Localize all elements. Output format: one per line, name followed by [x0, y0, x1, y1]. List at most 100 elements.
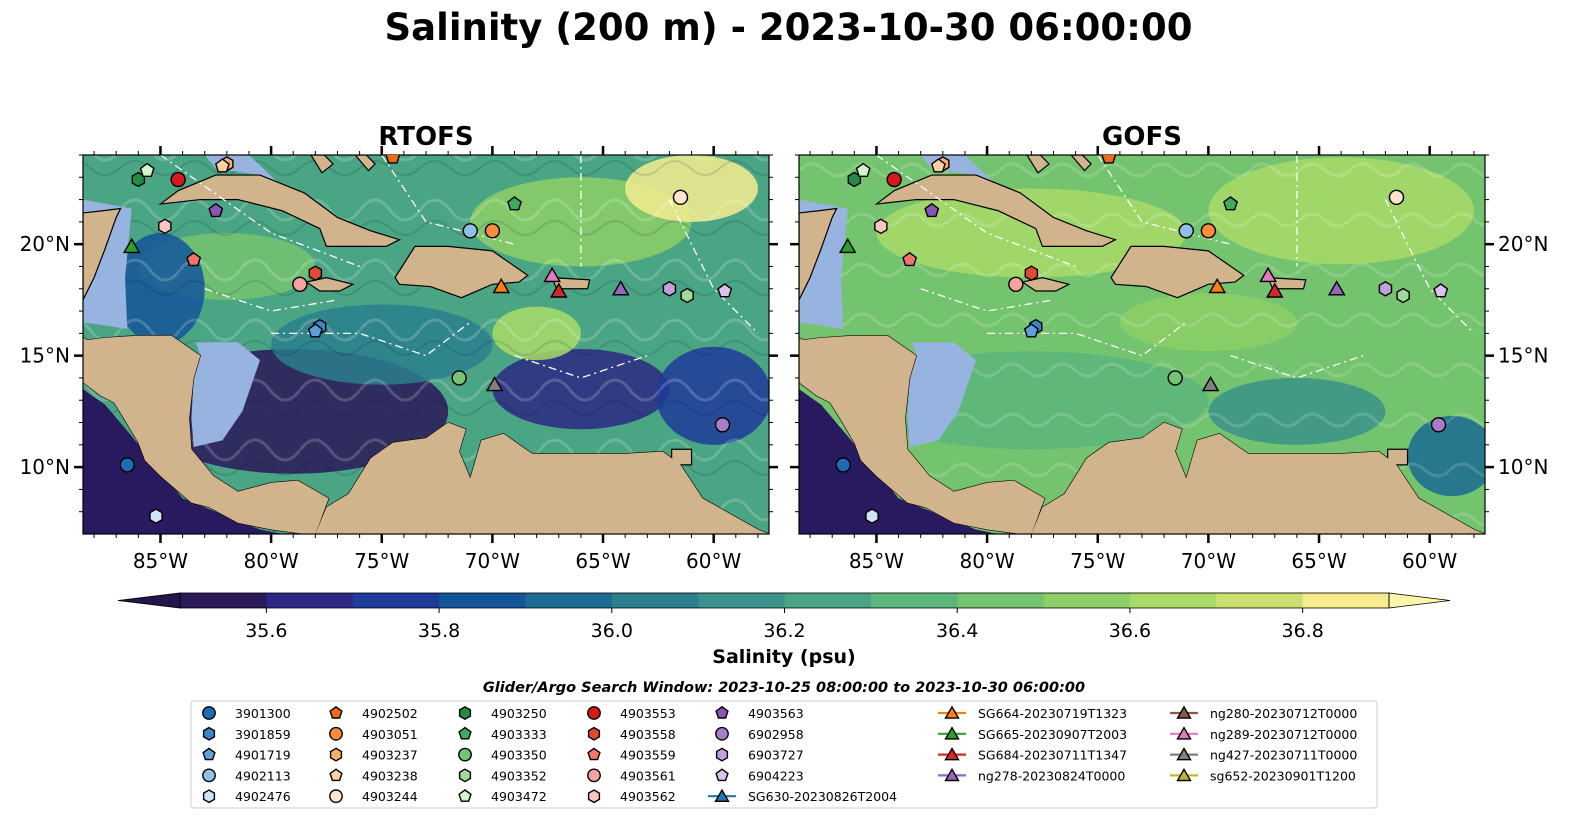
argo-float-marker: [307, 323, 323, 338]
glider-marker: [492, 277, 511, 294]
land: [1026, 155, 1050, 174]
y-tick-label: 20°N: [20, 232, 70, 256]
argo-float-marker: [186, 251, 202, 267]
colorbar-tick-label: 36.2: [763, 620, 805, 642]
glider-marker: [485, 375, 504, 392]
legend-marker: [587, 706, 601, 720]
x-tick-label: 75°W: [1070, 549, 1125, 573]
argo-float-marker: [924, 202, 940, 218]
legend-label: 4903558: [620, 727, 676, 742]
land: [83, 335, 329, 534]
argo-float-marker: [1430, 417, 1447, 433]
glider-marker: [122, 237, 141, 254]
legend-marker: [587, 726, 601, 741]
legend-label: SG664-20230719T1323: [978, 706, 1127, 721]
boundary-line: [920, 288, 1054, 312]
float-markers: [119, 155, 733, 525]
colorbar-extend-low: [117, 592, 181, 609]
argo-float-marker: [385, 155, 401, 164]
argo-float-marker: [672, 189, 689, 206]
argo-float-marker: [1388, 189, 1405, 206]
legend-marker: [458, 768, 472, 783]
argo-float-marker: [902, 251, 918, 267]
argo-float-marker: [170, 171, 186, 188]
boundary-line: [1230, 355, 1364, 379]
chart-title: Salinity (200 m) - 2023-10-30 06:00:00: [384, 6, 1193, 49]
argo-float-marker: [1023, 323, 1039, 338]
legend-marker: [944, 705, 960, 719]
legend-label: 4902476: [235, 789, 291, 804]
legend-marker: [202, 789, 216, 804]
legend-marker: [458, 705, 472, 721]
land: [799, 335, 1045, 534]
argo-float-marker: [1101, 155, 1117, 164]
legend-label: ng427-20230711T0000: [1210, 748, 1357, 763]
colorbar-segment: [1043, 593, 1131, 608]
colorbar-tick-label: 36.6: [1109, 620, 1151, 642]
argo-float-marker: [714, 417, 731, 433]
argo-float-marker: [662, 280, 677, 297]
colorbar-segment: [698, 593, 785, 608]
colorbar-segment: [870, 593, 958, 608]
legend-marker: [715, 747, 729, 762]
legend-marker: [202, 768, 216, 783]
glider-marker: [1201, 375, 1220, 392]
land: [1070, 155, 1092, 172]
colorbar-extend-high: [1388, 592, 1451, 609]
legend-label: SG684-20230711T1347: [978, 748, 1127, 763]
argo-float-marker: [1200, 223, 1217, 239]
legend: Glider/Argo Search Window: 2023-10-25 08…: [190, 680, 1378, 809]
argo-float-marker: [886, 171, 902, 188]
boundary-line: [514, 355, 648, 379]
land: [354, 155, 376, 172]
legend-label: ng278-20230824T0000: [978, 768, 1125, 783]
argo-float-marker: [214, 158, 230, 173]
legend-marker: [202, 747, 216, 761]
legend-label: 4903250: [491, 706, 547, 721]
argo-float-marker: [1433, 283, 1449, 298]
legend-marker: [715, 726, 729, 741]
land: [1110, 245, 1245, 299]
boundary-line: [160, 155, 360, 268]
glider-marker: [1265, 282, 1284, 298]
argo-float-marker: [1378, 280, 1393, 297]
map-panel-gofs: 85°W 80°W 75°W 70°W 65°W 60°W 10°N 15°N 20°N GOFS: [790, 122, 1548, 573]
argo-float-marker: [1167, 370, 1183, 386]
colorbar-tick-label: 35.8: [418, 620, 460, 642]
legend-marker: [458, 747, 472, 762]
argo-float-marker: [1008, 276, 1024, 293]
colorbar-segment: [352, 593, 440, 608]
legend-label: 4903237: [362, 748, 418, 763]
legend-label: 4902113: [235, 768, 291, 783]
legend-marker: [714, 788, 730, 802]
pacific-ocean: [83, 389, 283, 534]
glider-marker: [611, 280, 630, 296]
legend-marker: [329, 789, 343, 804]
pacific-ocean: [799, 389, 999, 534]
colorbar-tick-label: 35.6: [245, 620, 287, 642]
legend-marker: [944, 767, 960, 782]
land: [394, 245, 529, 299]
boundary-line: [876, 155, 1076, 268]
land: [315, 422, 769, 534]
legend-marker: [715, 768, 729, 782]
legend-label: 6903727: [748, 748, 804, 763]
panel-title: RTOFS: [378, 122, 473, 152]
boundary-line: [987, 321, 1187, 357]
colorbar-segment: [1216, 593, 1304, 608]
colorbar-segment: [180, 593, 267, 608]
glider-marker: [543, 266, 562, 283]
x-tick-label: 85°W: [849, 549, 904, 573]
argo-float-marker: [865, 508, 879, 525]
colorbar-tick-label: 36.8: [1281, 620, 1323, 642]
legend-marker: [715, 705, 729, 719]
legend-marker: [1176, 747, 1192, 761]
legend-marker: [329, 747, 343, 762]
shelf-area: [191, 342, 261, 448]
colorbar-segment: [784, 593, 872, 608]
legend-box: [190, 700, 1378, 809]
legend-marker: [202, 706, 216, 720]
colorbar-segment: [439, 593, 526, 608]
legend-label: 4903333: [491, 727, 547, 742]
colorbar-title: Salinity (psu): [712, 646, 855, 668]
